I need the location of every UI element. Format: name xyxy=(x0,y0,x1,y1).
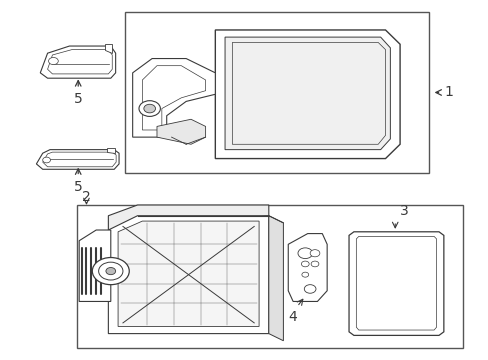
Polygon shape xyxy=(105,44,112,53)
Text: 5: 5 xyxy=(74,180,82,194)
Polygon shape xyxy=(224,37,389,150)
Circle shape xyxy=(297,248,312,258)
Circle shape xyxy=(48,58,58,64)
Text: 3: 3 xyxy=(399,203,408,217)
Circle shape xyxy=(106,267,116,275)
Circle shape xyxy=(301,272,308,277)
Bar xyxy=(125,12,428,173)
Polygon shape xyxy=(268,216,283,341)
Polygon shape xyxy=(118,221,259,327)
Circle shape xyxy=(309,249,319,257)
Polygon shape xyxy=(348,232,443,336)
Circle shape xyxy=(143,104,155,113)
Circle shape xyxy=(42,157,50,163)
Circle shape xyxy=(310,261,318,267)
Circle shape xyxy=(304,285,315,293)
Polygon shape xyxy=(287,234,326,301)
Text: 4: 4 xyxy=(288,310,297,324)
Circle shape xyxy=(99,262,122,280)
Bar xyxy=(77,205,462,348)
Text: 1: 1 xyxy=(444,85,453,99)
Polygon shape xyxy=(108,205,268,244)
Polygon shape xyxy=(157,119,205,144)
Circle shape xyxy=(92,257,129,285)
Text: 2: 2 xyxy=(82,190,91,204)
Polygon shape xyxy=(40,46,116,78)
Polygon shape xyxy=(215,30,399,158)
Polygon shape xyxy=(107,148,115,153)
Circle shape xyxy=(301,261,308,267)
Polygon shape xyxy=(108,216,268,334)
Text: 5: 5 xyxy=(74,93,82,107)
Circle shape xyxy=(139,101,160,116)
Polygon shape xyxy=(132,59,215,137)
Polygon shape xyxy=(79,230,111,301)
Polygon shape xyxy=(36,150,119,169)
